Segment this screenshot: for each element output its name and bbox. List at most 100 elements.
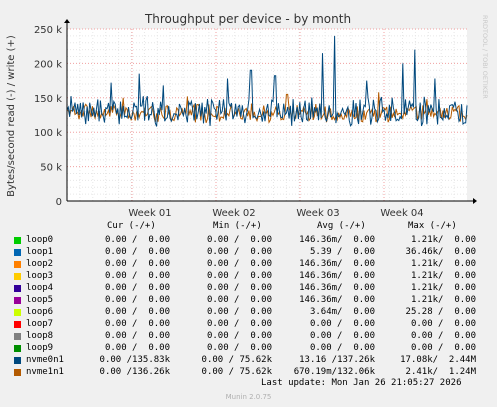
legend-header-avg: Avg (-/+) bbox=[317, 221, 366, 231]
y-axis-label: Bytes/second read (-) / write (+) bbox=[6, 35, 17, 197]
legend-row: loop3 0.00 / 0.00 0.00 / 0.00 146.36m/ 0.00… bbox=[0, 271, 497, 283]
legend-cell-cur: 0.00 / 0.00 bbox=[104, 259, 170, 269]
legend-cell-cur: 0.00 / 0.00 bbox=[104, 295, 170, 305]
y-tick-label: 0 bbox=[56, 197, 62, 208]
legend-cell-avg: 146.36m/ 0.00 bbox=[299, 295, 375, 305]
legend-cell-cur: 0.00 / 0.00 bbox=[104, 319, 170, 329]
legend-cell-min: 0.00 / 0.00 bbox=[206, 259, 272, 269]
legend-cell-max: 0.00 / 0.00 bbox=[410, 331, 476, 341]
legend-cell-max: 1.21k/ 0.00 bbox=[410, 295, 476, 305]
legend-cell-max: 2.41k/ 1.24M bbox=[405, 367, 476, 377]
legend-swatch bbox=[14, 237, 21, 244]
legend-cell-max: 17.08k/ 2.44M bbox=[400, 355, 476, 365]
legend-row: loop2 0.00 / 0.00 0.00 / 0.00 146.36m/ 0.00… bbox=[0, 259, 497, 271]
legend-row: loop8 0.00 / 0.00 0.00 / 0.00 0.00 / 0.00 0.… bbox=[0, 331, 497, 343]
legend-row: loop1 0.00 / 0.00 0.00 / 0.00 5.39 / 0.00 36… bbox=[0, 247, 497, 259]
legend-cell-min: 0.00 / 0.00 bbox=[206, 247, 272, 257]
legend-cell-avg: 146.36m/ 0.00 bbox=[299, 259, 375, 269]
legend-cell-cur: 0.00 / 0.00 bbox=[104, 271, 170, 281]
last-update: Last update: Mon Jan 26 21:05:27 2026 bbox=[261, 378, 462, 388]
y-tick-label: 50 k bbox=[40, 163, 62, 174]
legend-cell-name: nvme0n1 bbox=[26, 355, 64, 365]
legend-cell-min: 0.00 / 0.00 bbox=[206, 283, 272, 293]
legend-cell-name: loop1 bbox=[26, 247, 54, 257]
legend-row: nvme0n1 0.00 /135.83k 0.00 / 75.62k 13.16 /… bbox=[0, 355, 497, 367]
legend-cell-min: 0.00 / 75.62k bbox=[201, 367, 272, 377]
legend-swatch bbox=[14, 369, 21, 376]
y-tick-label: 100 k bbox=[34, 128, 62, 139]
legend-cell-avg: 146.36m/ 0.00 bbox=[299, 271, 375, 281]
legend-cell-name: loop9 bbox=[26, 343, 54, 353]
legend-cell-max: 0.00 / 0.00 bbox=[410, 319, 476, 329]
chart: Throughput per device - by month Bytes/s… bbox=[6, 12, 489, 219]
legend-cell-name: nvme1n1 bbox=[26, 367, 64, 377]
series-line-nvme1n1 bbox=[67, 92, 468, 124]
legend-swatch bbox=[14, 249, 21, 256]
legend-cell-min: 0.00 / 75.62k bbox=[201, 355, 272, 365]
legend-cell-avg: 146.36m/ 0.00 bbox=[299, 283, 375, 293]
legend-cell-name: loop4 bbox=[26, 283, 54, 293]
y-axis-arrow bbox=[64, 19, 70, 23]
legend-cell-max: 1.21k/ 0.00 bbox=[410, 259, 476, 269]
footer: Munin 2.0.75 bbox=[225, 393, 272, 401]
legend-cell-min: 0.00 / 0.00 bbox=[206, 331, 272, 341]
legend-cell-cur: 0.00 / 0.00 bbox=[104, 343, 170, 353]
legend-row: loop0 0.00 / 0.00 0.00 / 0.00 146.36m/ 0.00… bbox=[0, 235, 497, 247]
legend-cell-max: 36.46k/ 0.00 bbox=[405, 247, 476, 257]
legend-cell-min: 0.00 / 0.00 bbox=[206, 271, 272, 281]
legend-header: Cur (-/+) Min (-/+) Avg (-/+) Max (-/+) bbox=[0, 221, 497, 233]
legend-cell-max: 1.21k/ 0.00 bbox=[410, 271, 476, 281]
legend-cell-avg: 13.16 /137.26k bbox=[299, 355, 375, 365]
legend-cell-avg: 146.36m/ 0.00 bbox=[299, 235, 375, 245]
legend-cell-avg: 0.00 / 0.00 bbox=[309, 331, 375, 341]
legend-row: loop5 0.00 / 0.00 0.00 / 0.00 146.36m/ 0.00… bbox=[0, 295, 497, 307]
legend-cell-avg: 670.19m/132.06k bbox=[293, 367, 375, 377]
legend-cell-min: 0.00 / 0.00 bbox=[206, 235, 272, 245]
legend-header-cur: Cur (-/+) bbox=[107, 221, 156, 231]
legend-cell-min: 0.00 / 0.00 bbox=[206, 295, 272, 305]
legend-cell-max: 0.00 / 0.00 bbox=[410, 343, 476, 353]
legend-row: loop7 0.00 / 0.00 0.00 / 0.00 0.00 / 0.00 0.… bbox=[0, 319, 497, 331]
legend-header-min: Min (-/+) bbox=[213, 221, 262, 231]
legend-cell-cur: 0.00 / 0.00 bbox=[104, 331, 170, 341]
legend-cell-avg: 0.00 / 0.00 bbox=[309, 343, 375, 353]
legend-cell-cur: 0.00 / 0.00 bbox=[104, 247, 170, 257]
y-tick-label: 200 k bbox=[34, 59, 62, 70]
legend-cell-min: 0.00 / 0.00 bbox=[206, 307, 272, 317]
legend-swatch bbox=[14, 309, 21, 316]
legend-cell-name: loop7 bbox=[26, 319, 54, 329]
legend-cell-cur: 0.00 / 0.00 bbox=[104, 235, 170, 245]
series-line-nvme0n1 bbox=[66, 35, 468, 127]
x-tick-label: Week 04 bbox=[380, 208, 423, 219]
legend-swatch bbox=[14, 345, 21, 352]
y-tick-label: 150 k bbox=[34, 94, 62, 105]
legend-cell-avg: 3.64m/ 0.00 bbox=[309, 307, 375, 317]
legend-swatch bbox=[14, 321, 21, 328]
x-axis-arrow bbox=[473, 198, 477, 204]
legend-row: loop6 0.00 / 0.00 0.00 / 0.00 3.64m/ 0.00 25… bbox=[0, 307, 497, 319]
legend-cell-name: loop5 bbox=[26, 295, 54, 305]
x-tick-label: Week 02 bbox=[212, 208, 255, 219]
legend-row: loop9 0.00 / 0.00 0.00 / 0.00 0.00 / 0.00 0.… bbox=[0, 343, 497, 355]
legend-cell-max: 1.21k/ 0.00 bbox=[410, 283, 476, 293]
legend-cell-avg: 0.00 / 0.00 bbox=[309, 319, 375, 329]
legend-swatch bbox=[14, 357, 21, 364]
legend-swatch bbox=[14, 297, 21, 304]
legend-cell-cur: 0.00 /135.83k bbox=[99, 355, 170, 365]
legend-cell-name: loop6 bbox=[26, 307, 54, 317]
legend-swatch bbox=[14, 285, 21, 292]
x-tick-label: Week 03 bbox=[296, 208, 339, 219]
legend-cell-min: 0.00 / 0.00 bbox=[206, 319, 272, 329]
legend-swatch bbox=[14, 261, 21, 268]
legend-row: nvme1n1 0.00 /136.26k 0.00 / 75.62k 670.19m… bbox=[0, 367, 497, 379]
legend-cell-cur: 0.00 / 0.00 bbox=[104, 283, 170, 293]
legend-cell-cur: 0.00 /136.26k bbox=[99, 367, 170, 377]
legend-header-max: Max (-/+) bbox=[408, 221, 457, 231]
legend-cell-max: 1.21k/ 0.00 bbox=[410, 235, 476, 245]
y-tick-label: 250 k bbox=[34, 25, 62, 36]
watermark: RRDTOOL / TOBI OETIKER bbox=[481, 15, 489, 99]
legend-swatch bbox=[14, 273, 21, 280]
legend-cell-max: 25.28 / 0.00 bbox=[405, 307, 476, 317]
legend-row: loop4 0.00 / 0.00 0.00 / 0.00 146.36m/ 0.00… bbox=[0, 283, 497, 295]
legend-cell-cur: 0.00 / 0.00 bbox=[104, 307, 170, 317]
